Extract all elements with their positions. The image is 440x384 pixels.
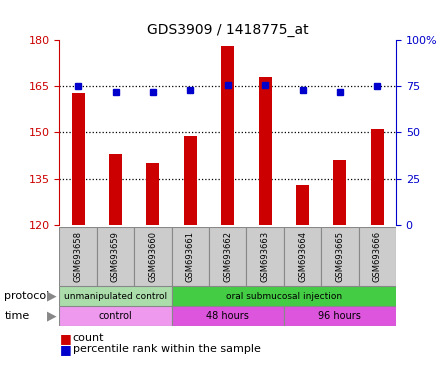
Text: GSM693664: GSM693664 <box>298 231 307 282</box>
Bar <box>59 227 97 286</box>
Text: percentile rank within the sample: percentile rank within the sample <box>73 344 260 354</box>
Text: control: control <box>99 311 132 321</box>
Bar <box>359 227 396 286</box>
Text: GSM693666: GSM693666 <box>373 231 382 282</box>
Bar <box>72 93 84 225</box>
Text: ■: ■ <box>59 343 71 356</box>
Text: ▶: ▶ <box>47 310 57 323</box>
Bar <box>334 160 346 225</box>
Bar <box>321 227 359 286</box>
Bar <box>172 286 396 306</box>
Bar <box>296 185 309 225</box>
Text: time: time <box>4 311 29 321</box>
Bar <box>97 227 134 286</box>
Text: GSM693659: GSM693659 <box>111 231 120 282</box>
Bar <box>221 46 234 225</box>
Text: ▶: ▶ <box>47 290 57 303</box>
Bar <box>59 286 172 306</box>
Text: GSM693663: GSM693663 <box>260 231 270 282</box>
Bar <box>172 227 209 286</box>
Text: 48 hours: 48 hours <box>206 311 249 321</box>
Bar <box>134 227 172 286</box>
Text: count: count <box>73 333 104 343</box>
Bar <box>259 77 271 225</box>
Text: GSM693661: GSM693661 <box>186 231 195 282</box>
Bar <box>209 227 246 286</box>
Bar <box>172 306 284 326</box>
Bar <box>59 306 172 326</box>
Bar <box>109 154 122 225</box>
Text: GSM693658: GSM693658 <box>73 231 83 282</box>
Bar <box>284 227 321 286</box>
Text: ■: ■ <box>59 332 71 345</box>
Bar <box>284 306 396 326</box>
Bar <box>246 227 284 286</box>
Bar <box>371 129 384 225</box>
Bar <box>147 163 159 225</box>
Text: oral submucosal injection: oral submucosal injection <box>226 291 342 301</box>
Text: protocol: protocol <box>4 291 50 301</box>
Text: GSM693660: GSM693660 <box>148 231 158 282</box>
Text: GSM693662: GSM693662 <box>223 231 232 282</box>
Text: unmanipulated control: unmanipulated control <box>64 291 167 301</box>
Bar <box>184 136 197 225</box>
Text: GSM693665: GSM693665 <box>335 231 345 282</box>
Title: GDS3909 / 1418775_at: GDS3909 / 1418775_at <box>147 23 308 36</box>
Text: 96 hours: 96 hours <box>319 311 361 321</box>
